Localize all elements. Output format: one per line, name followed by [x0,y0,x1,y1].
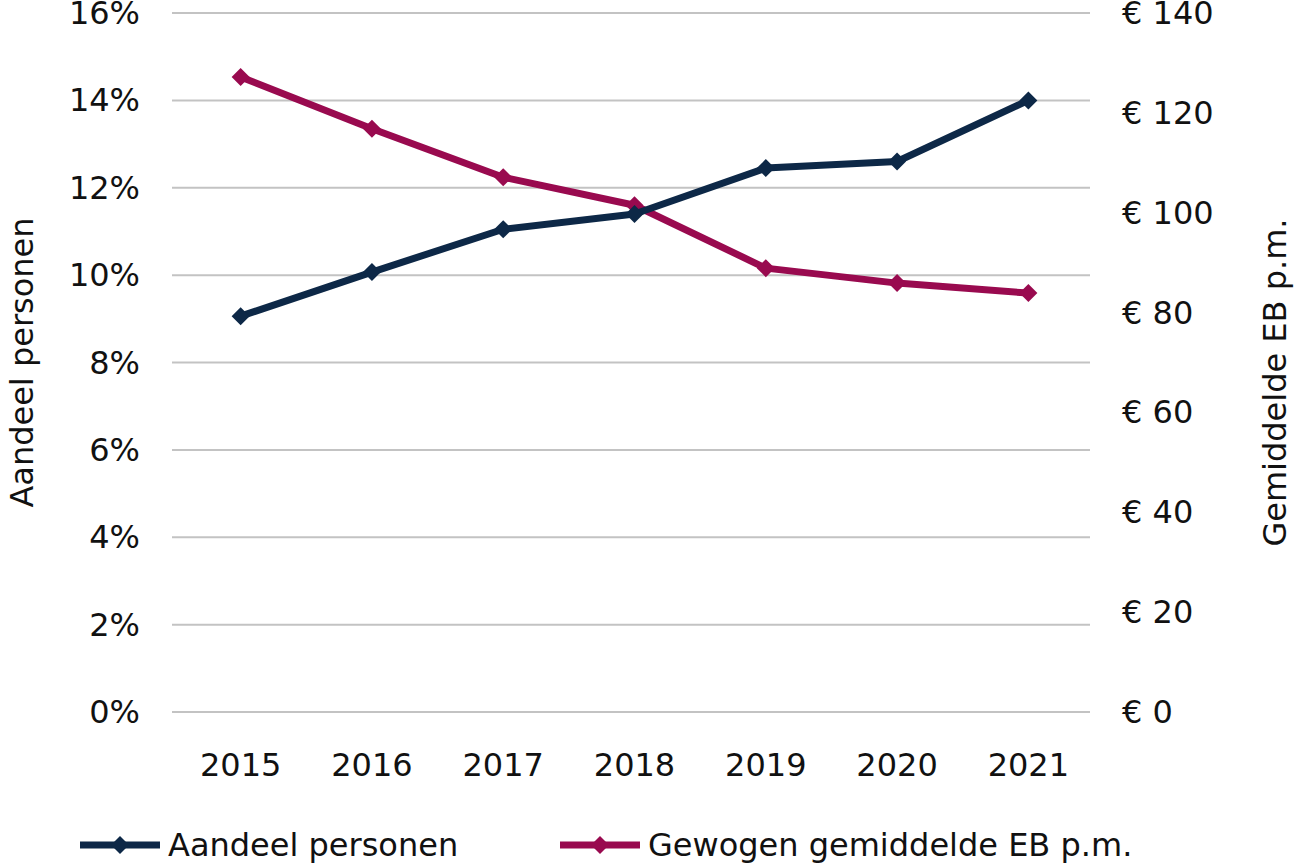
x-tick-label: 2021 [988,746,1069,784]
grid-line [172,536,1090,538]
series-marker [363,120,381,138]
grid-line [172,362,1090,364]
series-marker [757,259,775,277]
y2-tick-label: € 40 [1122,493,1193,531]
grid-line [172,12,1090,14]
x-tick-label: 2017 [462,746,543,784]
series-marker [1019,91,1037,109]
grid-line [172,274,1090,276]
x-tick-label: 2018 [594,746,675,784]
legend-item: Aandeel personen [80,826,458,864]
y-axis-title: Aandeel personen [3,217,41,507]
y2-axis-title: Gemiddelde EB p.m. [1256,218,1294,546]
plot-area [232,68,1038,325]
y-tick-label: 6% [89,431,140,469]
x-tick-label: 2020 [856,746,937,784]
series-line [241,77,1029,293]
y-tick-label: 12% [69,169,140,207]
grid-line [172,187,1090,189]
series-marker [232,68,250,86]
grid-line [172,624,1090,626]
y-tick-label: 14% [69,81,140,119]
y2-tick-label: € 80 [1122,294,1193,332]
series-marker [494,220,512,238]
legend-label: Aandeel personen [168,826,458,864]
series-marker [626,205,644,223]
y2-tick-label: € 60 [1122,393,1193,431]
series-marker [494,168,512,186]
y-tick-label: 16% [69,0,140,32]
series-marker [888,153,906,171]
y-tick-label: 0% [89,693,140,731]
series-marker [888,274,906,292]
y2-tick-label: € 0 [1122,693,1173,731]
legend-item: Gewogen gemiddelde EB p.m. [560,826,1132,864]
series-marker [232,307,250,325]
grid-line [172,711,1090,713]
legend-marker [111,836,129,854]
series-marker [1019,284,1037,302]
x-tick-label: 2019 [725,746,806,784]
y-tick-label: 2% [89,606,140,644]
y-tick-label: 10% [69,256,140,294]
grid-line [172,449,1090,451]
series-line [241,100,1029,316]
y2-tick-label: € 20 [1122,593,1193,631]
legend-marker [591,836,609,854]
y2-tick-label: € 140 [1122,0,1214,32]
x-tick-label: 2016 [331,746,412,784]
chart: 0% 2% 4% 6% 8% 10% 12% 14% 16% € 0 € 20 € 40 € 60 € 8… [0,0,1299,868]
x-tick-label: 2015 [200,746,281,784]
y2-tick-label: € 120 [1122,94,1214,132]
series-marker [363,263,381,281]
series-marker [757,159,775,177]
y2-tick-label: € 100 [1122,194,1214,232]
y-tick-label: 4% [89,518,140,556]
legend-label: Gewogen gemiddelde EB p.m. [648,826,1132,864]
y-tick-label: 8% [89,344,140,382]
